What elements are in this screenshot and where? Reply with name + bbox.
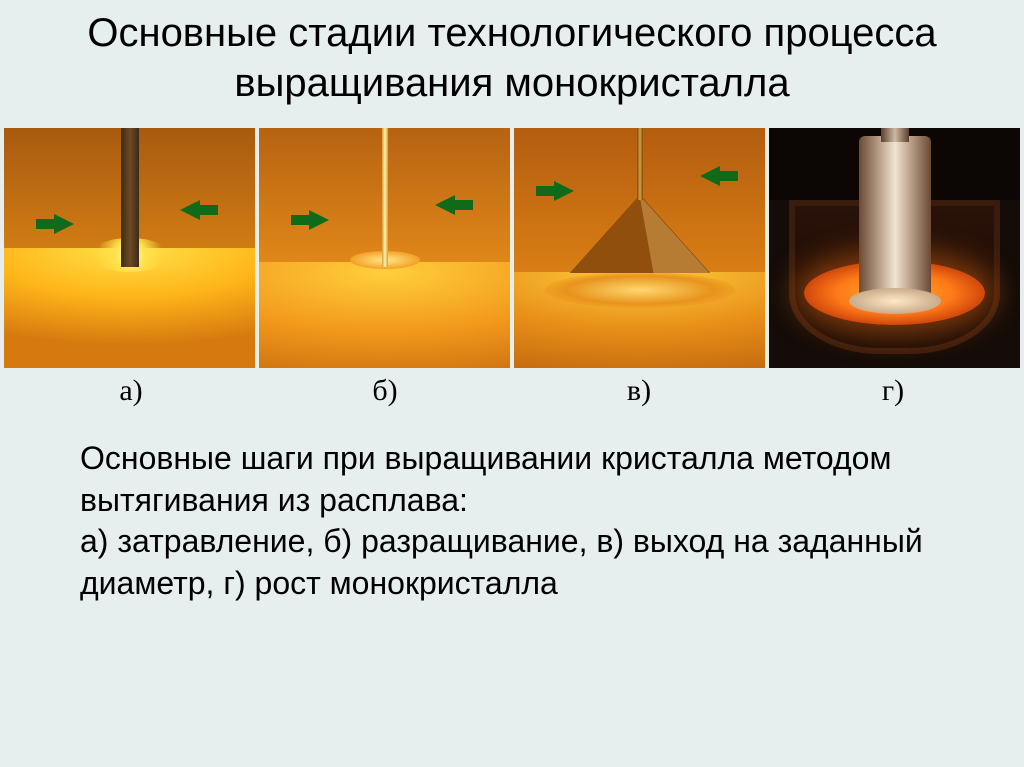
- rotate-arrow-icon: [700, 166, 720, 186]
- description-line-1: Основные шаги при выращивании кристалла …: [80, 438, 964, 521]
- label-c: в): [512, 374, 766, 408]
- label-b: б): [258, 374, 512, 408]
- stage-d-body-growth: [769, 128, 1020, 368]
- description: Основные шаги при выращивании кристалла …: [0, 428, 1024, 604]
- label-a: а): [4, 374, 258, 408]
- stage-a-seed-rod: [121, 128, 139, 267]
- stage-c-neck: [637, 128, 643, 200]
- label-d: г): [766, 374, 1020, 408]
- stage-row: [0, 128, 1024, 368]
- stage-c-ring: [545, 272, 735, 308]
- stage-d-ingot: [859, 136, 931, 306]
- rotate-arrow-icon: [435, 195, 455, 215]
- stage-a-seeding: [4, 128, 255, 368]
- stage-labels-row: а) б) в) г): [0, 368, 1024, 428]
- stage-b-melt: [259, 262, 510, 368]
- rotate-arrow-icon: [309, 210, 329, 230]
- slide-title: Основные стадии технологического процесс…: [0, 0, 1024, 128]
- description-line-2: а) затравление, б) разращивание, в) выхо…: [80, 521, 964, 604]
- stage-b-neck: [382, 128, 388, 267]
- stage-c-shoulder: [514, 128, 765, 368]
- stage-b-necking: [259, 128, 510, 368]
- rotate-arrow-icon: [54, 214, 74, 234]
- rotate-arrow-icon: [554, 181, 574, 201]
- rotate-arrow-icon: [180, 200, 200, 220]
